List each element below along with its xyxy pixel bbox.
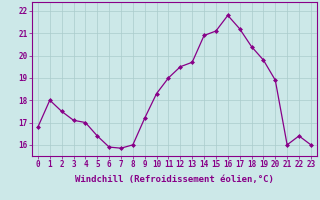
X-axis label: Windchill (Refroidissement éolien,°C): Windchill (Refroidissement éolien,°C) <box>75 175 274 184</box>
